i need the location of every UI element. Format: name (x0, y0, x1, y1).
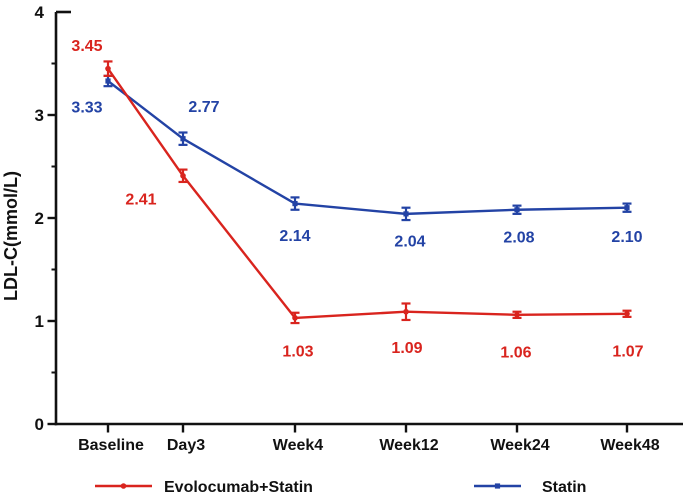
series-statin: 3.33 2.77 2.14 2.04 2.08 2.10 (71, 74, 643, 250)
x-tick-label: Week24 (490, 437, 549, 454)
data-point-marker (105, 78, 111, 84)
y-axis-title: LDL-C(mmol/L) (1, 171, 21, 301)
data-point-marker (624, 205, 630, 211)
data-point-marker (624, 310, 630, 317)
value-label: 2.08 (503, 229, 534, 246)
series-line (107, 80, 628, 216)
data-point-marker (180, 172, 186, 179)
data-point-marker (292, 200, 298, 207)
value-label: 1.03 (282, 343, 313, 360)
data-point-marker (514, 207, 520, 213)
x-tick-label: Day3 (167, 437, 205, 454)
value-label: 3.45 (71, 38, 102, 55)
value-label: 1.07 (612, 343, 643, 360)
data-point-marker (292, 315, 298, 321)
legend-marker (494, 483, 501, 489)
y-tick-label: 3 (35, 106, 44, 125)
series-evolocumab-statin: 3.45 2.41 1.03 1.09 1.06 1.07 (71, 38, 643, 361)
y-tick-label: 1 (35, 312, 44, 331)
value-label: 2.10 (611, 229, 642, 246)
data-point-marker (180, 136, 186, 142)
data-point-marker (105, 65, 111, 72)
x-tick-label: Baseline (78, 437, 144, 454)
series-line (107, 67, 628, 320)
value-label: 3.33 (71, 100, 102, 117)
axes-layer: 0 1 2 3 4 Baseline Day3 Week4 Week12 Week24 Week48 (35, 3, 683, 454)
data-point-marker (514, 312, 520, 318)
legend-marker (120, 483, 127, 489)
value-label: 1.06 (500, 344, 531, 361)
y-tick-label: 4 (35, 3, 45, 22)
value-label: 2.77 (188, 99, 219, 116)
value-label: 2.41 (125, 191, 156, 208)
y-tick-label: 0 (35, 415, 44, 434)
legend-layer: Evolocumab+Statin Statin (95, 479, 586, 496)
series-layer: 3.33 2.77 2.14 2.04 2.08 2.10 3.45 2.41 1.03 1.09… (71, 38, 643, 361)
value-label: 1.09 (391, 340, 422, 357)
x-tick-label: Week4 (273, 437, 324, 454)
data-point-marker (403, 308, 409, 315)
data-point-marker (403, 211, 409, 217)
legend-label-evolocumab-statin: Evolocumab+Statin (164, 479, 313, 496)
x-tick-label: Week12 (379, 437, 438, 454)
legend-label-statin: Statin (542, 479, 586, 496)
value-label: 2.04 (394, 233, 425, 250)
y-tick-label: 2 (35, 209, 44, 228)
value-label: 2.14 (279, 228, 310, 245)
x-tick-label: Week48 (600, 437, 659, 454)
